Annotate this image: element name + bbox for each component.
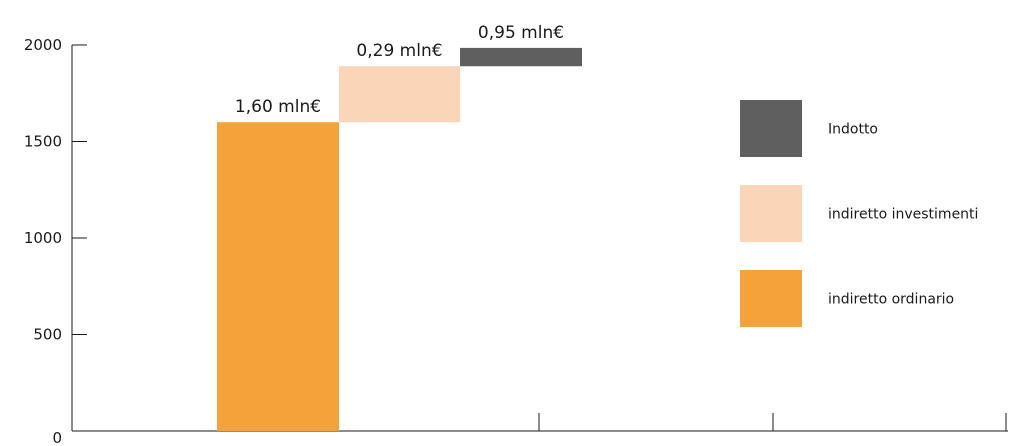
bar-data-label: 0,29 mln€ bbox=[356, 41, 442, 61]
legend-swatch bbox=[740, 100, 802, 157]
y-axis: 0 500 1000 1500 2000 bbox=[24, 36, 87, 446]
legend-label: Indotto bbox=[828, 122, 878, 138]
legend-swatch bbox=[740, 270, 802, 327]
legend-label: indiretto ordinario bbox=[828, 292, 954, 308]
bar-data-label: 1,60 mln€ bbox=[235, 97, 321, 117]
legend-swatch bbox=[740, 185, 802, 242]
y-tick-label: 0 bbox=[52, 429, 62, 446]
y-tick-label: 500 bbox=[33, 326, 62, 344]
y-tick-label: 1000 bbox=[24, 229, 62, 247]
y-tick-label: 1500 bbox=[24, 133, 62, 151]
bar-segments bbox=[217, 47, 582, 431]
legend-label: indiretto investimenti bbox=[828, 207, 978, 223]
x-axis bbox=[72, 413, 1008, 432]
legend: Indotto indiretto investimenti indiretto o… bbox=[740, 100, 978, 327]
bar-segment-indotto bbox=[460, 47, 582, 67]
bar-data-labels: 1,60 mln€ 0,29 mln€ 0,95 mln€ bbox=[235, 23, 564, 117]
y-tick-label: 2000 bbox=[24, 36, 62, 54]
bar-data-label: 0,95 mln€ bbox=[478, 23, 564, 43]
bar-segment-indiretto-investimenti bbox=[339, 66, 460, 123]
bar-segment-indiretto-ordinario bbox=[217, 122, 339, 431]
